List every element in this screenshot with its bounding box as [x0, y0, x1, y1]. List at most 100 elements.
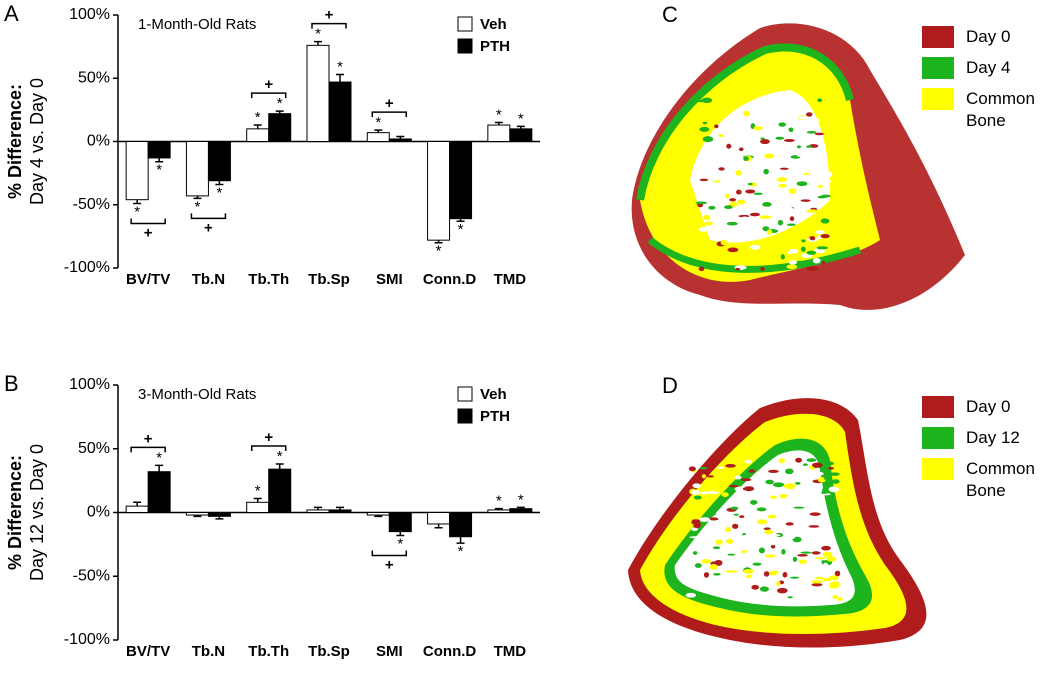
bar	[306, 44, 330, 142]
legend-swatch	[922, 26, 954, 48]
texture	[837, 597, 843, 602]
texture	[779, 225, 784, 232]
panel-label: D	[662, 373, 678, 398]
significance-star: *	[496, 493, 502, 510]
legend-label: Day 0	[966, 397, 1011, 416]
texture	[811, 462, 823, 468]
texture	[764, 153, 775, 159]
texture	[762, 202, 772, 207]
texture	[701, 241, 707, 245]
texture	[776, 581, 781, 587]
texture	[733, 513, 740, 516]
texture	[708, 517, 719, 521]
texture	[793, 506, 805, 509]
texture	[691, 527, 699, 531]
texture	[745, 189, 756, 194]
texture	[785, 204, 791, 211]
error-bar	[133, 501, 142, 507]
texture	[806, 112, 813, 117]
texture	[796, 151, 804, 157]
texture	[800, 551, 812, 554]
legend-swatch	[922, 458, 954, 480]
texture	[809, 512, 821, 516]
x-tick-label: TMD	[494, 643, 527, 660]
texture	[779, 167, 789, 170]
y-tick-label: -50%	[73, 567, 110, 584]
texture	[738, 147, 744, 152]
texture	[768, 469, 779, 474]
texture	[692, 551, 698, 555]
texture	[785, 468, 794, 475]
chart-title: 3-Month-Old Rats	[138, 386, 256, 403]
texture	[729, 595, 736, 600]
texture	[776, 572, 782, 575]
bracket-label: +	[204, 219, 213, 236]
texture	[723, 212, 730, 217]
texture	[780, 463, 789, 467]
texture	[691, 541, 698, 545]
texture	[718, 167, 725, 171]
texture	[753, 192, 763, 195]
texture	[753, 126, 763, 131]
legend-swatch	[922, 88, 954, 110]
texture	[693, 495, 702, 500]
texture	[763, 527, 771, 530]
bracket	[371, 550, 408, 557]
texture	[743, 568, 754, 574]
texture	[828, 486, 840, 493]
error-bar	[193, 195, 202, 200]
texture	[826, 556, 837, 562]
error-bar	[275, 110, 284, 114]
texture	[727, 247, 739, 253]
texture	[770, 545, 776, 549]
texture	[714, 488, 720, 493]
error-bar	[516, 506, 525, 509]
error-bar	[494, 121, 503, 126]
texture	[698, 227, 708, 232]
bar	[207, 141, 231, 182]
error-bar	[494, 507, 503, 510]
texture	[788, 248, 799, 254]
image-legend: Day 0 Day 12 Common Bone	[922, 396, 1046, 502]
texture	[820, 234, 830, 239]
significance-star: *	[134, 203, 140, 220]
texture	[752, 562, 762, 566]
texture	[809, 236, 816, 241]
error-bar	[396, 135, 405, 139]
bar	[306, 509, 330, 514]
bar	[185, 141, 209, 197]
texture	[790, 183, 795, 186]
texture	[703, 572, 710, 578]
legend-label: Common Bone	[966, 89, 1035, 130]
texture	[778, 183, 787, 188]
bar	[268, 468, 292, 513]
texture	[806, 209, 819, 213]
significance-star: *	[156, 162, 162, 179]
texture	[806, 250, 817, 255]
texture	[806, 131, 817, 134]
texture	[771, 541, 776, 545]
texture	[806, 596, 816, 601]
bracket	[311, 22, 347, 29]
texture	[795, 457, 802, 463]
bracket	[250, 445, 287, 452]
texture	[729, 198, 737, 202]
legend-swatch	[457, 16, 473, 32]
texture	[760, 137, 765, 140]
x-tick-label: BV/TV	[126, 643, 170, 660]
texture	[789, 216, 795, 222]
texture	[712, 546, 721, 550]
bracket-label: +	[144, 430, 153, 447]
texture	[780, 253, 785, 260]
texture	[794, 113, 801, 117]
texture	[715, 533, 721, 536]
texture	[741, 216, 749, 221]
texture	[726, 539, 734, 544]
texture	[740, 474, 746, 478]
error-bar	[155, 464, 164, 472]
error-bar	[456, 218, 465, 222]
texture	[829, 472, 840, 476]
micro-ct-image	[628, 398, 927, 648]
texture	[735, 169, 742, 176]
